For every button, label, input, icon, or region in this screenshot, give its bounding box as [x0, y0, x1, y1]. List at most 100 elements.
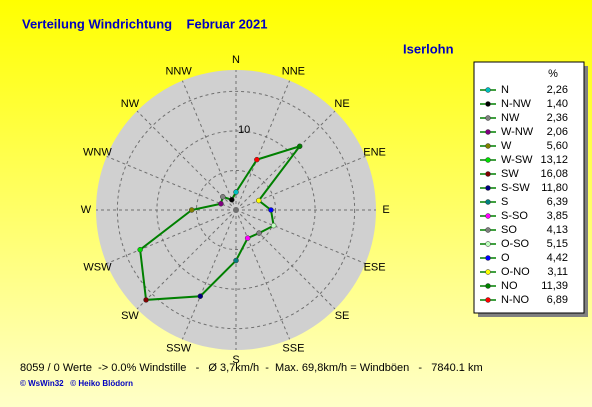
legend-header: % [548, 68, 558, 80]
spoke [106, 155, 237, 211]
credits: © WsWin32 © Heiko Blödorn [20, 379, 133, 388]
legend-value: 6,89 [547, 294, 568, 306]
direction-label: NW [121, 98, 140, 110]
legend-marker [485, 297, 491, 303]
legend-marker [485, 185, 491, 191]
marker [229, 197, 235, 203]
grid-ring [156, 130, 316, 290]
direction-label: SE [335, 310, 350, 322]
direction-label: SW [121, 310, 139, 322]
marker [233, 257, 239, 264]
direction-label: NNE [282, 65, 305, 77]
legend-value: 13,12 [540, 154, 568, 166]
legend-name: W-SW [501, 154, 533, 166]
marker [233, 189, 239, 195]
direction-label: NE [334, 98, 349, 110]
legend-marker [485, 283, 491, 289]
legend-marker [485, 227, 491, 233]
legend-marker [485, 143, 491, 149]
spoke [235, 110, 336, 211]
direction-label: W [81, 204, 92, 216]
legend-name: NO [501, 280, 518, 292]
legend-marker [485, 115, 491, 121]
grid-ring [116, 90, 356, 330]
spoke [181, 80, 237, 211]
marker [188, 207, 195, 213]
legend-name: SW [501, 168, 519, 180]
legend-name: O-NO [501, 266, 530, 278]
legend-marker [485, 87, 491, 93]
legend-name: SO [501, 224, 517, 236]
direction-label: ESE [364, 261, 386, 273]
legend-name: S [501, 196, 508, 208]
direction-label: N [232, 54, 240, 66]
spoke [235, 209, 336, 310]
direction-label: SSE [282, 342, 304, 354]
legend-value: 5,15 [547, 238, 568, 250]
chart-title: Verteilung Windrichtung Februar 2021 [22, 16, 267, 31]
marker [256, 230, 262, 236]
legend-value: 2,06 [547, 126, 568, 138]
spoke [106, 209, 237, 265]
legend-value: 6,39 [547, 196, 568, 208]
legend-name: N-NO [501, 294, 530, 306]
legend-name: W-NW [501, 126, 534, 138]
legend-value: 4,13 [547, 224, 568, 236]
legend-marker [485, 171, 491, 177]
direction-label: S [232, 354, 239, 366]
stats: 8059 / 0 Werte -> 0.0% Windstille - Ø 3,… [20, 362, 483, 374]
direction-label: NNW [165, 65, 192, 77]
legend-value: 2,26 [547, 84, 568, 96]
legend-marker [485, 101, 491, 107]
legend-name: O [501, 252, 510, 264]
marker [268, 207, 274, 213]
legend-value: 3,85 [547, 210, 568, 222]
legend-marker [485, 241, 491, 247]
legend-name: N [501, 84, 509, 96]
station: Iserlohn [403, 41, 454, 56]
marker [270, 222, 277, 229]
marker [137, 246, 143, 253]
legend-value: 11,39 [541, 280, 568, 292]
spoke [235, 209, 366, 265]
direction-label: WSW [83, 261, 112, 273]
spoke [136, 110, 237, 211]
grid-ring [195, 169, 277, 251]
marker [197, 293, 204, 299]
spoke [235, 155, 366, 211]
legend-value: 1,40 [547, 98, 568, 110]
r-tick-label: 10 [238, 124, 250, 136]
legend-value: 5,60 [547, 140, 568, 152]
marker [143, 297, 149, 303]
marker [296, 143, 303, 150]
legend-marker [485, 129, 491, 135]
legend-marker [485, 269, 491, 275]
spoke [235, 80, 291, 211]
legend-marker [485, 157, 491, 163]
legend-value: 3,11 [547, 266, 568, 278]
spoke [136, 209, 237, 310]
legend-marker [485, 199, 491, 205]
legend-name: O-SO [501, 238, 530, 250]
direction-label: SSW [166, 342, 192, 354]
legend-value: 16,08 [540, 168, 568, 180]
marker [254, 156, 260, 163]
legend-name: S-SO [501, 210, 528, 222]
legend-name: S-SW [501, 182, 530, 194]
legend-value: 4,42 [547, 252, 568, 264]
marker [255, 197, 262, 204]
legend-marker [485, 255, 491, 261]
marker [218, 201, 224, 207]
legend-name: N-NW [501, 98, 532, 110]
marker [220, 194, 226, 200]
marker [244, 235, 251, 241]
spoke [181, 209, 237, 340]
legend-marker [485, 213, 491, 219]
spoke [235, 209, 291, 340]
direction-label: WNW [83, 147, 112, 159]
legend-name: W [501, 140, 512, 152]
legend-name: NW [501, 112, 520, 124]
legend-value: 2,36 [547, 112, 568, 124]
